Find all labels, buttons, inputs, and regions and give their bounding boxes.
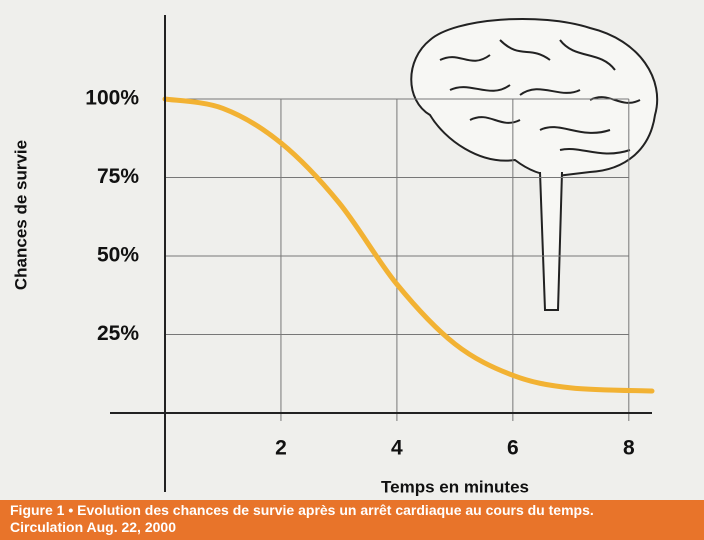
chart: 25% 50% 75% 100% 2 4 6 8 Chances de survie Temp… <box>0 0 704 540</box>
x-tick-label: 6 <box>507 437 519 460</box>
y-axis-label: Chances de survie <box>11 140 30 290</box>
x-tick-label: 2 <box>275 437 287 460</box>
y-tick-label: 50% <box>97 244 139 267</box>
caption: Figure 1 • Evolution des chances de surv… <box>10 502 650 536</box>
x-axis-label: Temps en minutes <box>381 477 529 496</box>
caption-box: Figure 1 • Evolution des chances de surv… <box>10 502 650 540</box>
y-tick-label: 75% <box>97 165 139 188</box>
x-tick-label: 8 <box>623 437 635 460</box>
x-tick-label: 4 <box>391 437 403 460</box>
y-tick-label: 25% <box>97 322 139 345</box>
y-tick-label: 100% <box>85 87 139 110</box>
